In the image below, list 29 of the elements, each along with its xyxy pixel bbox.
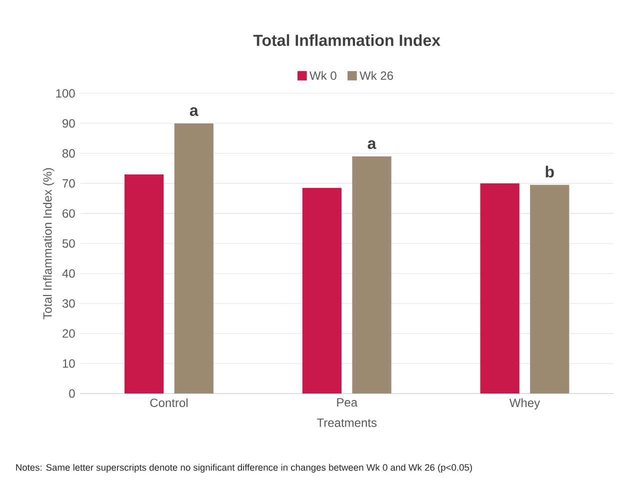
- bar: [480, 183, 520, 394]
- legend-label: Wk 26: [360, 71, 394, 80]
- chart-title: Total Inflammation Index: [253, 34, 440, 46]
- y-tick-label: 40: [62, 269, 75, 278]
- bar: [530, 184, 570, 394]
- annotation: a: [368, 140, 376, 150]
- y-tick-label: 10: [62, 359, 75, 368]
- bar: [302, 188, 342, 394]
- x-tick-label: Pea: [337, 398, 358, 407]
- y-axis-title: Total Inflammation Index (%): [42, 168, 54, 320]
- y-tick-label: 100: [56, 89, 75, 98]
- bar: [124, 174, 164, 394]
- bar: [174, 123, 214, 394]
- annotation: b: [546, 166, 554, 178]
- x-tick-label: Whey: [509, 398, 540, 410]
- x-tick-label: Control: [150, 398, 188, 408]
- y-tick-label: 50: [62, 239, 75, 248]
- text: Notes: Same letter superscripts denote no significant difference in changes between Wk 0 and Wk 26 (p<0.05): [16, 464, 472, 473]
- y-tick-label: 30: [62, 299, 75, 308]
- bar: [352, 156, 392, 394]
- y-tick-label: 20: [62, 329, 75, 338]
- y-tick-label: 80: [62, 149, 75, 158]
- y-tick-label: 60: [62, 209, 75, 218]
- legend-label: Wk 0: [310, 71, 336, 80]
- annotation: a: [190, 107, 198, 116]
- y-tick-label: 70: [62, 179, 75, 188]
- y-tick-label: 90: [62, 119, 75, 128]
- x-axis-title: Treatments: [316, 418, 377, 428]
- y-tick-label: 0: [69, 389, 75, 398]
